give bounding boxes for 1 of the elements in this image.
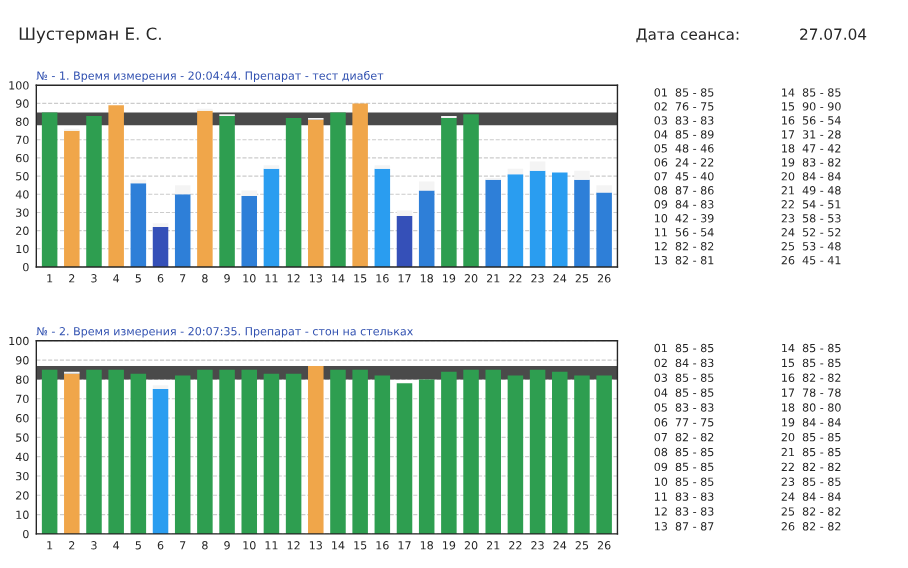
chart-title: Шустерман Е. С.: [19, 27, 161, 44]
